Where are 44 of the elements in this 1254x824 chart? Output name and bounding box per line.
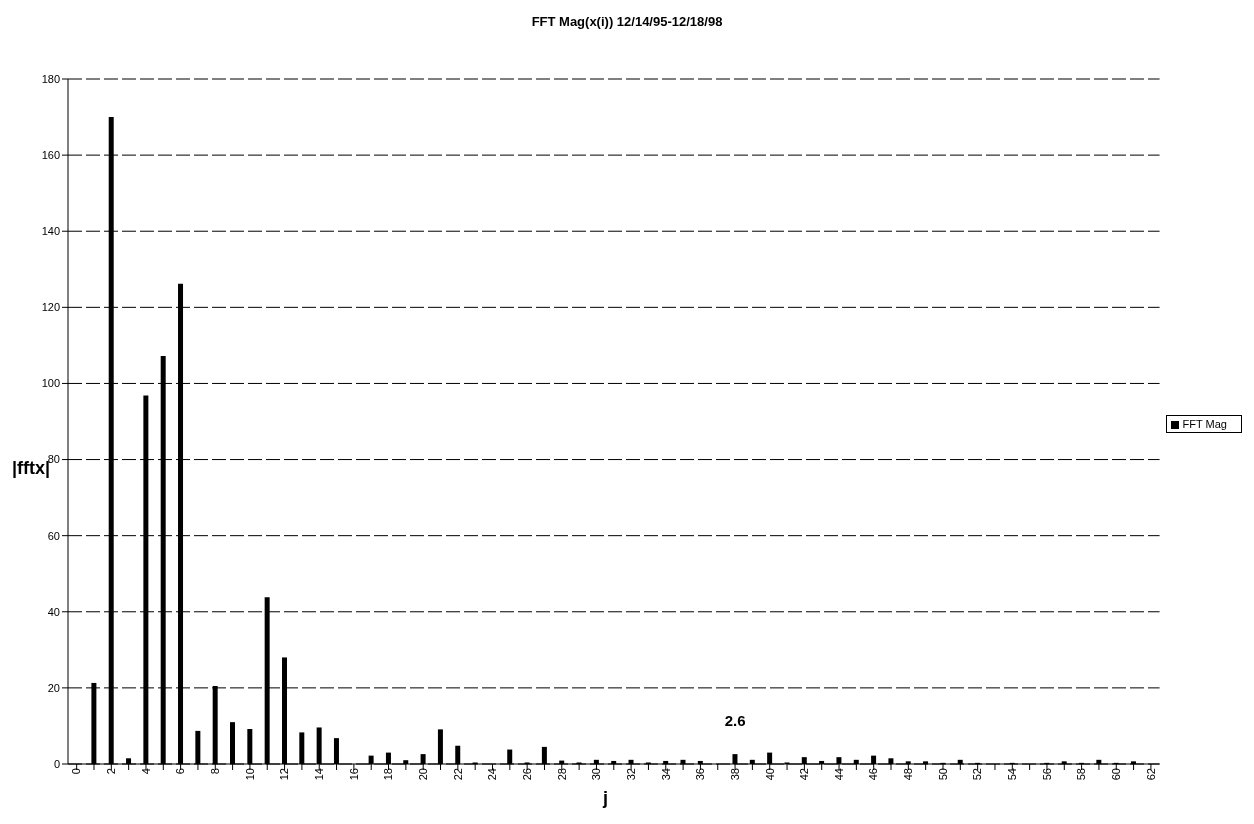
x-tick-label: 46	[867, 768, 880, 781]
x-tick-label: 30	[590, 768, 603, 781]
x-tick-label: 52	[971, 768, 984, 781]
x-tick-label: 18	[382, 768, 395, 781]
chart-title: FFT Mag(x(i)) 12/14/95-12/18/98	[530, 13, 724, 31]
y-tick-label: 160	[41, 149, 60, 162]
x-tick-label: 16	[347, 768, 360, 781]
y-tick-label: 20	[47, 681, 60, 694]
y-tick-label: 140	[41, 225, 60, 238]
x-tick-label: 44	[832, 768, 845, 781]
x-axis-title: j	[603, 788, 609, 809]
y-tick-label: 40	[47, 605, 60, 618]
x-tick-label: 32	[624, 768, 637, 781]
x-tick-label: 34	[659, 768, 672, 781]
x-tick-label: 54	[1006, 768, 1019, 781]
x-tick-label: 42	[798, 768, 811, 781]
y-tick-label: 120	[41, 301, 60, 314]
x-tick-label: 4	[139, 768, 152, 775]
x-tick-label: 58	[1075, 768, 1088, 781]
x-tick-label: 62	[1144, 768, 1157, 781]
x-tick-label: 36	[694, 768, 707, 781]
x-tick-label: 10	[243, 768, 256, 781]
x-tick-label: 28	[555, 768, 568, 781]
x-tick-label: 24	[486, 768, 499, 781]
x-tick-label: 56	[1040, 768, 1053, 781]
y-tick-label: 60	[47, 529, 60, 542]
x-tick-label: 50	[936, 768, 949, 781]
x-tick-label: 26	[520, 768, 533, 781]
y-tick-label: 180	[41, 72, 60, 85]
x-tick-label: 8	[209, 768, 222, 775]
x-tick-label: 14	[313, 768, 326, 781]
x-tick-label: 40	[763, 768, 776, 781]
y-tick-label: 100	[41, 377, 60, 390]
x-tick-label: 48	[902, 768, 915, 781]
x-tick-label: 0	[70, 768, 83, 775]
x-tick-label: 20	[417, 768, 430, 781]
x-tick-label: 2	[105, 768, 118, 775]
x-tick-label: 12	[278, 768, 291, 781]
legend-label: FFT Mag	[1182, 418, 1227, 430]
x-tick-label: 22	[451, 768, 464, 781]
x-tick-label: 38	[728, 768, 741, 781]
x-tick-label: 60	[1110, 768, 1123, 781]
x-tick-label: 6	[174, 768, 187, 775]
annotation: 2.6	[724, 712, 746, 730]
